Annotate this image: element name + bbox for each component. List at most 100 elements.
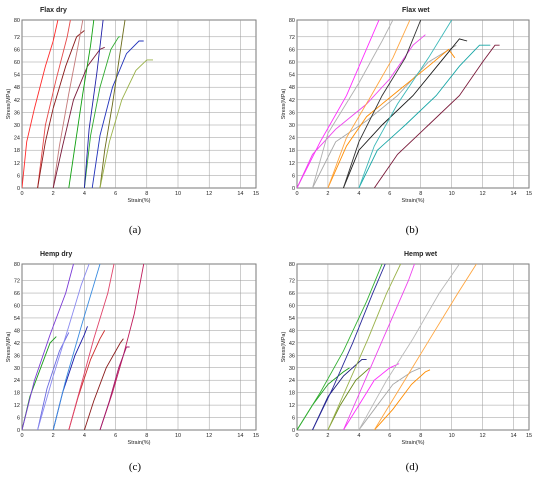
series-line bbox=[373, 264, 477, 430]
x-tick-label: 4 bbox=[357, 433, 360, 439]
y-tick-label: 6 bbox=[292, 173, 295, 179]
x-tick-label: 12 bbox=[480, 433, 486, 439]
chart-title: Hemp wet bbox=[404, 251, 438, 258]
y-tick-label: 72 bbox=[289, 279, 295, 285]
y-tick-label: 80 bbox=[289, 262, 295, 268]
series-line bbox=[91, 40, 144, 188]
y-tick-label: 30 bbox=[289, 123, 295, 129]
y-tick-label: 42 bbox=[289, 341, 295, 347]
y-tick-label: 60 bbox=[14, 304, 20, 310]
y-tick-label: 72 bbox=[14, 279, 20, 285]
x-axis-label: Strain(%) bbox=[128, 440, 151, 446]
panel-caption: (c) bbox=[129, 461, 142, 473]
x-tick-label: 12 bbox=[480, 191, 486, 197]
x-tick-label: 14 bbox=[237, 191, 243, 197]
y-tick-label: 12 bbox=[289, 161, 295, 167]
x-tick-label: 4 bbox=[83, 433, 86, 439]
y-tick-label: 18 bbox=[289, 148, 295, 154]
x-tick-label: 6 bbox=[114, 433, 117, 439]
series-line bbox=[37, 264, 90, 430]
y-tick-label: 42 bbox=[14, 98, 20, 104]
y-tick-label: 60 bbox=[14, 60, 20, 66]
series-line bbox=[22, 264, 74, 430]
y-tick-label: 54 bbox=[289, 73, 295, 79]
y-tick-label: 48 bbox=[289, 85, 295, 91]
y-tick-label: 24 bbox=[14, 136, 20, 142]
x-tick-label: 2 bbox=[326, 191, 329, 197]
series-line bbox=[52, 46, 105, 188]
series-line bbox=[22, 20, 59, 188]
series-line bbox=[68, 264, 115, 430]
panel-caption: (a) bbox=[129, 224, 142, 236]
series-line bbox=[358, 44, 491, 188]
y-tick-label: 18 bbox=[289, 391, 295, 397]
chart-title: Flax wet bbox=[402, 7, 430, 14]
x-tick-label: 2 bbox=[326, 433, 329, 439]
series-line bbox=[312, 44, 457, 188]
y-tick-label: 80 bbox=[14, 262, 20, 268]
series-line bbox=[342, 20, 422, 188]
y-tick-label: 36 bbox=[289, 353, 295, 359]
y-tick-label: 24 bbox=[14, 378, 20, 384]
y-tick-label: 54 bbox=[289, 316, 295, 322]
x-tick-label: 12 bbox=[206, 191, 212, 197]
y-tick-label: 18 bbox=[14, 148, 20, 154]
y-tick-label: 12 bbox=[14, 161, 20, 167]
panel-caption: (b) bbox=[406, 224, 419, 236]
chart-panel: 0 2 4 6 8 10 12 14 1506121824303642485460667280H… bbox=[6, 251, 259, 473]
y-tick-label: 30 bbox=[289, 366, 295, 372]
x-tick-label: 2 bbox=[52, 191, 55, 197]
series-line bbox=[358, 367, 421, 430]
series-line bbox=[312, 20, 394, 188]
x-tick-label: 12 bbox=[206, 433, 212, 439]
y-tick-label: 36 bbox=[14, 353, 20, 359]
y-tick-label: 0 bbox=[292, 428, 295, 434]
y-tick-label: 66 bbox=[289, 47, 295, 53]
y-tick-label: 12 bbox=[289, 403, 295, 409]
y-tick-label: 72 bbox=[289, 35, 295, 41]
y-axis-label: Stress(MPa) bbox=[281, 89, 287, 120]
series-line bbox=[373, 44, 500, 188]
y-tick-label: 42 bbox=[289, 98, 295, 104]
y-tick-label: 80 bbox=[289, 18, 295, 24]
x-tick-label: 10 bbox=[449, 191, 455, 197]
y-tick-label: 0 bbox=[17, 186, 20, 192]
series-line bbox=[358, 20, 453, 188]
y-tick-label: 48 bbox=[289, 328, 295, 334]
x-tick-label: 0 bbox=[20, 433, 23, 439]
y-tick-label: 60 bbox=[289, 304, 295, 310]
x-tick-label: 14 bbox=[237, 433, 243, 439]
y-tick-label: 60 bbox=[289, 60, 295, 66]
x-tick-label: 14 bbox=[510, 191, 516, 197]
plot-area bbox=[296, 19, 530, 189]
x-tick-label: 15 bbox=[526, 191, 532, 197]
x-tick-label: 15 bbox=[526, 433, 532, 439]
y-tick-label: 48 bbox=[14, 328, 20, 334]
series-line bbox=[327, 48, 456, 188]
y-tick-label: 12 bbox=[14, 403, 20, 409]
series-line bbox=[373, 369, 431, 430]
series-line bbox=[99, 346, 130, 430]
y-tick-label: 30 bbox=[14, 366, 20, 372]
y-axis-label: Stress(MPa) bbox=[6, 89, 12, 120]
x-tick-label: 0 bbox=[20, 191, 23, 197]
x-tick-label: 4 bbox=[357, 191, 360, 197]
series-line bbox=[342, 264, 415, 430]
y-tick-label: 54 bbox=[14, 73, 20, 79]
series-line bbox=[68, 20, 95, 188]
series-line bbox=[99, 20, 126, 188]
y-tick-label: 48 bbox=[14, 85, 20, 91]
y-tick-label: 66 bbox=[14, 47, 20, 53]
y-tick-label: 36 bbox=[14, 110, 20, 116]
y-tick-label: 36 bbox=[289, 110, 295, 116]
series-line bbox=[343, 363, 400, 430]
y-tick-label: 42 bbox=[14, 341, 20, 347]
series-line bbox=[297, 264, 383, 430]
series-line bbox=[83, 36, 121, 188]
x-tick-label: 10 bbox=[175, 433, 181, 439]
x-tick-label: 6 bbox=[114, 191, 117, 197]
x-axis-label: Strain(%) bbox=[402, 440, 425, 446]
panel-caption: (d) bbox=[406, 461, 419, 473]
series-line bbox=[83, 338, 124, 430]
y-tick-label: 80 bbox=[14, 18, 20, 24]
